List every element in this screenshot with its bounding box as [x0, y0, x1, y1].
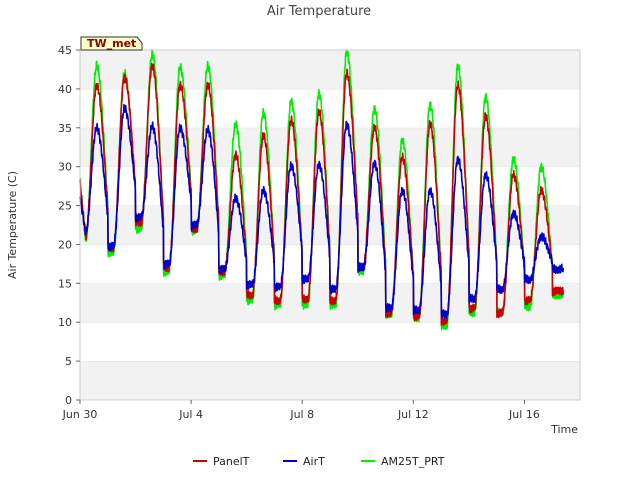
grid-band: [80, 361, 580, 400]
x-tick-label: Jul 12: [397, 408, 429, 421]
plot-frame: [79, 49, 581, 401]
station-label: TW_met: [87, 37, 136, 50]
y-tick-label: 35: [58, 122, 72, 135]
x-tick-label: Jul 8: [289, 408, 314, 421]
grid-band: [80, 166, 580, 206]
x-axis-label: Time: [550, 423, 578, 436]
y-tick-label: 45: [58, 44, 72, 57]
y-axis-ticks: 0 5 10 15 20 25 30 35 40 45: [58, 44, 80, 407]
x-tick-label: Jul 4: [178, 408, 203, 421]
y-tick-label: 15: [58, 277, 72, 290]
y-axis-label: Air Temperature (C): [6, 171, 19, 279]
legend-label: PanelT: [213, 455, 250, 468]
legend-label: AM25T_PRT: [381, 455, 445, 468]
y-tick-label: 5: [65, 355, 72, 368]
grid-band: [80, 50, 580, 89]
grid-bands: [80, 49, 580, 400]
grid-band: [80, 322, 580, 362]
x-tick-label: Jun 30: [62, 408, 98, 421]
grid-band: [80, 88, 580, 128]
x-axis-ticks: Jun 30 Jul 4 Jul 8 Jul 12 Jul 16: [62, 400, 540, 421]
series-line-airt: [79, 103, 565, 319]
chart-title: Air Temperature: [267, 4, 371, 19]
y-tick-label: 20: [58, 238, 72, 251]
series-lines: [79, 48, 565, 331]
y-tick-label: 40: [58, 83, 72, 96]
y-tick-label: 10: [58, 316, 72, 329]
station-tag: TW_met: [80, 36, 143, 51]
grid-band: [80, 127, 580, 167]
legend: PanelT AirT AM25T_PRT: [193, 455, 445, 468]
x-tick-label: Jul 16: [508, 408, 540, 421]
y-tick-label: 30: [58, 161, 72, 174]
series-line-panelt: [79, 62, 565, 327]
y-tick-label: 25: [58, 200, 72, 213]
y-tick-label: 0: [65, 394, 72, 407]
legend-label: AirT: [303, 455, 325, 468]
